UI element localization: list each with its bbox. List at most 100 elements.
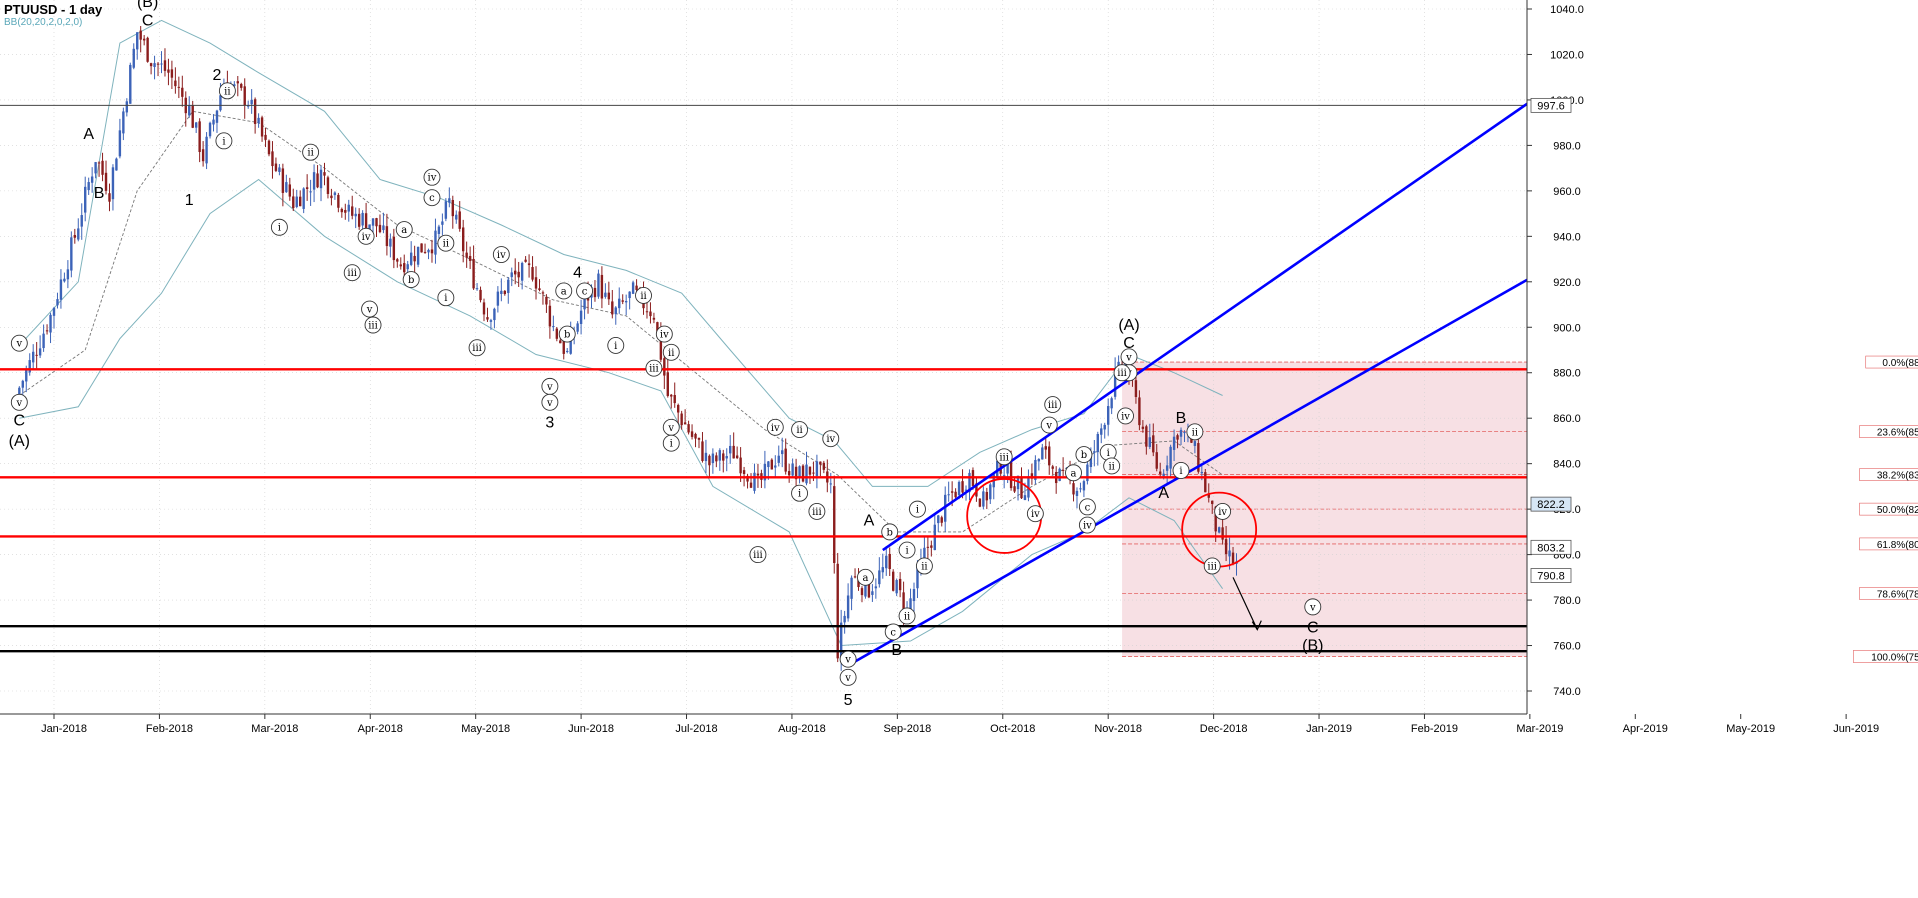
candle-body [1221, 527, 1224, 540]
candle-body [489, 320, 493, 322]
wave-label: v [844, 673, 851, 684]
price-tag: 822.2 [1537, 499, 1565, 511]
wave-label-circle [423, 189, 441, 207]
candle-body [635, 285, 638, 290]
candle-body [271, 151, 274, 167]
candle-body [500, 290, 503, 295]
candle-body [28, 360, 31, 373]
wave-label: c [429, 193, 435, 204]
wave-label-circle [898, 541, 916, 559]
y-tick-label: 740.0 [1553, 686, 1581, 698]
wave-label: C [14, 412, 26, 429]
candle-body [895, 580, 898, 594]
candle-body [142, 38, 146, 41]
candle-body [808, 466, 812, 475]
candle-body [1106, 406, 1110, 425]
candle-body [174, 80, 177, 87]
candle-body [319, 169, 323, 189]
candle-body [351, 206, 354, 216]
candle-body [857, 579, 860, 588]
candle-body [1020, 477, 1023, 499]
wave-label-circle [10, 334, 28, 352]
candle-body [1113, 368, 1117, 397]
candle-body [600, 274, 604, 299]
candle-body [378, 224, 382, 233]
fib-label: 0.0%(884.7) [1882, 358, 1918, 369]
candle-body [233, 84, 236, 87]
candle-body [1037, 458, 1041, 462]
candle-body [465, 252, 468, 258]
wave-label-circle [909, 500, 926, 518]
candle-body [108, 193, 111, 202]
wave-label-circle [558, 325, 576, 343]
candle-body [787, 471, 791, 476]
candle-body [413, 255, 416, 262]
fib-label-box [1859, 425, 1918, 438]
wave-label-circle [437, 289, 455, 307]
wave-label-circle [1078, 498, 1096, 516]
candle-body [59, 279, 63, 300]
candle-body [305, 187, 309, 189]
candle-body [281, 168, 285, 193]
wave-label: A [1158, 485, 1169, 502]
candle-body [1030, 473, 1034, 479]
candle-body [427, 249, 430, 253]
candle-body [1169, 446, 1172, 469]
fib-label-box [1859, 587, 1918, 600]
fib-label: 23.6%(854.1) [1877, 428, 1918, 439]
candle-body [1134, 380, 1138, 398]
candle-body [1228, 550, 1231, 557]
wave-label: iv [1083, 521, 1092, 532]
candle-body [302, 188, 305, 209]
wave-label: (A) [1118, 317, 1139, 334]
y-tick-label: 880.0 [1553, 368, 1581, 380]
candle-body [84, 186, 87, 213]
candle-body [791, 463, 794, 476]
candle-body [191, 105, 194, 128]
candle-body [1200, 471, 1204, 474]
wave-label: iv [1121, 411, 1130, 422]
candle-body [1103, 424, 1106, 430]
candle-body [524, 259, 527, 262]
candle-body [21, 380, 24, 388]
candle-body [1023, 495, 1027, 501]
fib-label: 38.2%(835.2) [1877, 471, 1918, 482]
candle-body [1075, 490, 1079, 497]
candle-body [201, 149, 205, 162]
wave-label-circle [662, 434, 680, 452]
candle-body [975, 483, 978, 497]
candle-body [1034, 459, 1037, 481]
candle-body [659, 328, 663, 360]
y-tick-label: 860.0 [1553, 413, 1581, 425]
x-tick-label: Aug-2018 [778, 723, 826, 735]
y-tick-label: 920.0 [1553, 277, 1581, 289]
candle-body [1217, 527, 1221, 533]
wave-label-circle [218, 82, 236, 100]
candle-body [444, 201, 448, 219]
candle-body [295, 196, 298, 207]
wave-label-circle [635, 286, 652, 304]
candle-body [989, 484, 992, 500]
wave-label-circle [607, 337, 625, 354]
wave-label: iv [826, 434, 835, 445]
wave-label-circle [915, 557, 933, 575]
candle-body [1089, 452, 1093, 468]
candle-body [1138, 397, 1141, 426]
candle-body [250, 99, 253, 105]
candle-body [472, 258, 475, 289]
candle-body [118, 130, 122, 157]
wave-label: b [408, 275, 414, 286]
wave-label: iii [1117, 368, 1127, 379]
candle-body [25, 369, 28, 382]
wave-label: iv [428, 173, 437, 184]
candle-body [711, 453, 715, 464]
candle-body [805, 464, 808, 484]
candle-body [527, 263, 531, 266]
candle-body [45, 330, 49, 332]
wave-label-circle [343, 264, 361, 282]
candle-body [129, 64, 132, 104]
wave-label-circle [749, 546, 767, 564]
wave-label-circle [576, 282, 594, 300]
